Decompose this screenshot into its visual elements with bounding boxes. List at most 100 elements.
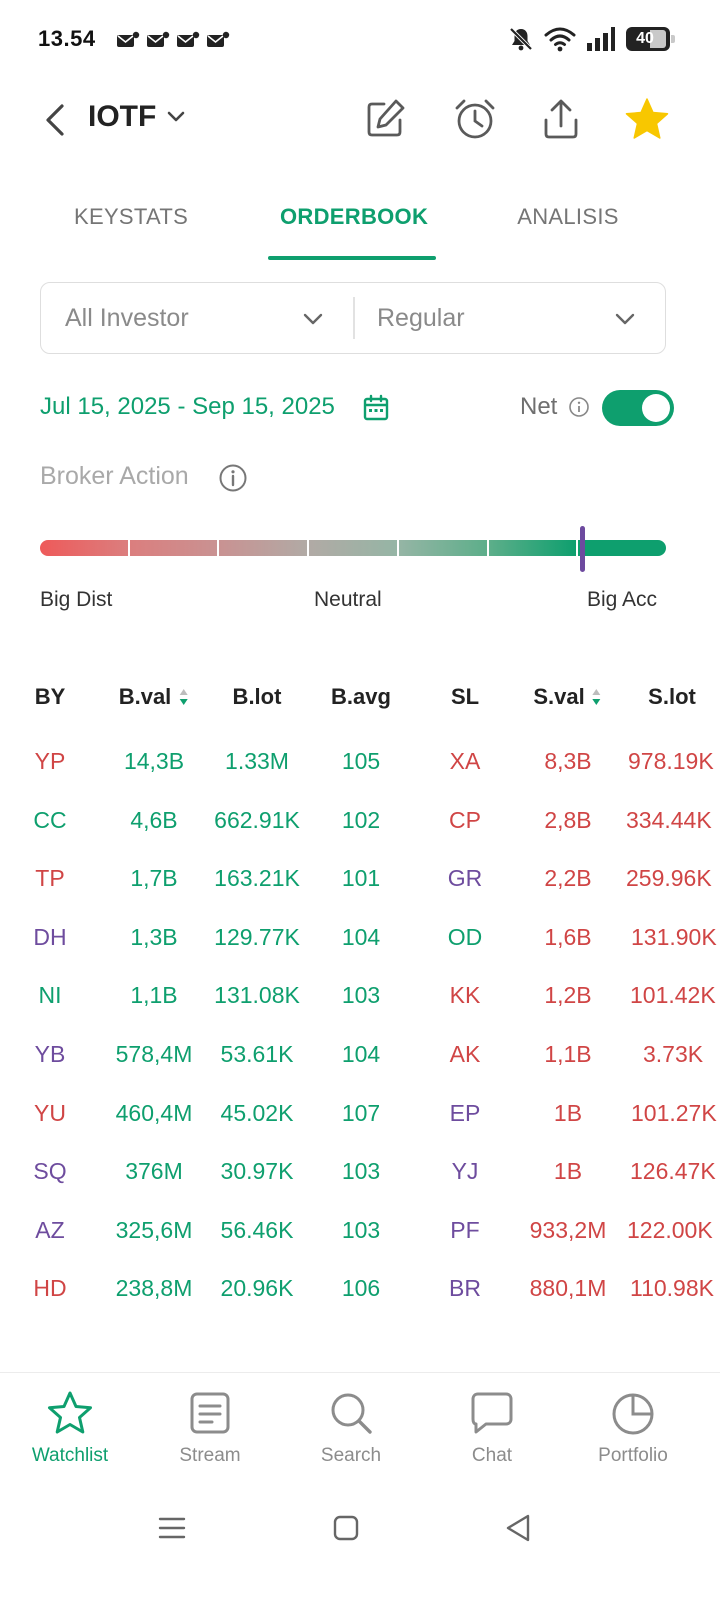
edit-icon[interactable] [362,96,408,142]
stream-icon [190,1392,230,1434]
broker-action-gauge [40,540,666,556]
table-row[interactable]: YB 578,4M 53.61K 104 AK 1,1B 3.73K [0,1029,720,1088]
cell-sval: 880,1M [529,1275,607,1302]
cell-sl: XA [449,748,481,774]
investor-dropdown[interactable]: All Investor [41,283,353,353]
table-row[interactable]: YU 460,4M 45.02K 107 EP 1B 101.27K [0,1088,720,1147]
table-row[interactable]: TP 1,7B 163.21K 101 GR 2,2B 259.96K [0,853,720,912]
info-icon[interactable] [218,463,248,493]
header-sval[interactable]: S.val [533,684,602,710]
cell-bval: 4,6B [130,806,178,833]
nav-chat[interactable]: Chat [432,1389,552,1467]
star-filled-icon[interactable] [624,96,670,142]
net-toggle[interactable] [602,390,674,426]
header-slot-label: S.lot [648,684,696,709]
tab-analisis[interactable]: ANALISIS [517,204,619,229]
search-icon [331,1393,372,1434]
table-row[interactable]: AZ 325,6M 56.46K 103 PF 933,2M 122.00K [0,1205,720,1264]
market-dropdown[interactable]: Regular [353,283,665,353]
cell-slot: 334.44K [626,806,712,833]
header-blot-label: B.lot [232,684,282,709]
nav-label: Stream [179,1445,241,1466]
header-slot[interactable]: S.lot [648,684,696,710]
cell-sl: PF [450,1216,480,1243]
table-row[interactable]: HD 238,8M 20.96K 106 BR 880,1M 110.98K [0,1263,720,1322]
cell-bavg: 105 [341,748,381,774]
header-by[interactable]: BY [35,684,66,710]
table-row[interactable]: DH 1,3B 129.77K 104 OD 1,6B 131.90K [0,912,720,971]
info-icon[interactable] [568,396,590,418]
date-row: Jul 15, 2025 - Sep 15, 2025 Net [40,390,676,430]
nav-portfolio[interactable]: Portfolio [573,1389,693,1467]
cell-by: YU [34,1099,66,1126]
cell-slot: 101.42K [630,982,716,1009]
filter-divider [353,297,355,339]
cell-by: AZ [35,1216,65,1243]
back-chevron-icon[interactable] [38,100,74,140]
cell-bavg: 103 [341,1158,381,1185]
gauge-segment [576,540,666,556]
system-nav [0,1490,720,1570]
status-bar: 13.54 40 [0,0,720,84]
cell-bval: 238,8M [115,1275,193,1302]
cell-sl: YJ [451,1158,479,1185]
table-row[interactable]: NI 1,1B 131.08K 103 KK 1,2B 101.42K [0,970,720,1029]
header-sval-label: S.val [533,684,585,709]
cell-bavg: 104 [341,923,381,950]
broker-action-title: Broker Action [40,462,189,490]
nav-stream[interactable]: Stream [150,1389,270,1467]
table-row[interactable]: CC 4,6B 662.91K 102 CP 2,8B 334.44K [0,795,720,854]
cell-sl: KK [449,982,481,1009]
cell-blot: 662.91K [214,806,300,833]
table-body: YP 14,3B 1.33M 105 XA 8,3B 978.19K CC 4,… [0,736,720,1322]
tab-bar: KEYSTATS ORDERBOOK ANALISIS [0,204,720,260]
tab-keystats[interactable]: KEYSTATS [74,204,189,229]
sort-icon [179,689,188,705]
date-range[interactable]: Jul 15, 2025 - Sep 15, 2025 [40,393,335,420]
cell-slot: 131.90K [631,923,717,950]
battery-level: 40 [636,30,654,47]
menu-icon[interactable] [154,1510,190,1546]
cell-sval: 1,1B [544,1040,592,1067]
table-row[interactable]: YP 14,3B 1.33M 105 XA 8,3B 978.19K [0,736,720,795]
chat-icon [471,1392,513,1434]
cell-blot: 56.46K [220,1216,294,1243]
cell-bval: 1,3B [130,923,178,950]
header-blot[interactable]: B.lot [233,684,282,710]
calendar-icon[interactable] [362,394,390,422]
header-bval[interactable]: B.val [119,684,190,710]
cell-sval: 2,2B [544,865,592,892]
header-sl[interactable]: SL [451,684,479,710]
nav-label: Chat [471,1445,513,1466]
cell-sl: CP [449,806,481,833]
cell-sl: OD [447,923,483,950]
star-outline-icon [48,1391,92,1434]
cell-blot: 20.96K [220,1275,294,1302]
cell-blot: 1.33M [225,748,289,774]
alarm-icon[interactable] [452,96,498,142]
cell-slot: 110.98K [630,1275,714,1302]
ticker-selector[interactable]: IOTF [88,100,186,134]
cell-slot: 978.19K [628,748,714,774]
cell-by: CC [33,806,67,833]
share-icon[interactable] [538,96,584,142]
home-icon[interactable] [328,1510,364,1546]
wifi-icon [544,27,576,52]
cell-sval: 1B [553,1158,583,1185]
cell-slot: 259.96K [626,865,712,892]
cell-bavg: 106 [341,1275,381,1302]
signal-icon [587,27,615,51]
cell-bavg: 107 [341,1099,381,1126]
back-icon[interactable] [500,1510,536,1546]
cell-sval: 1,2B [544,982,592,1009]
nav-search[interactable]: Search [291,1389,411,1467]
nav-watchlist[interactable]: Watchlist [10,1389,130,1467]
mail-notification-icon [147,31,170,47]
tab-orderbook[interactable]: ORDERBOOK [268,204,436,260]
cell-sval: 8,3B [544,748,592,774]
nav-label: Portfolio [598,1445,668,1466]
gauge-marker [579,526,585,572]
header-bavg[interactable]: B.avg [331,684,391,710]
cell-slot: 3.73K [643,1040,704,1067]
table-row[interactable]: SQ 376M 30.97K 103 YJ 1B 126.47K [0,1146,720,1205]
